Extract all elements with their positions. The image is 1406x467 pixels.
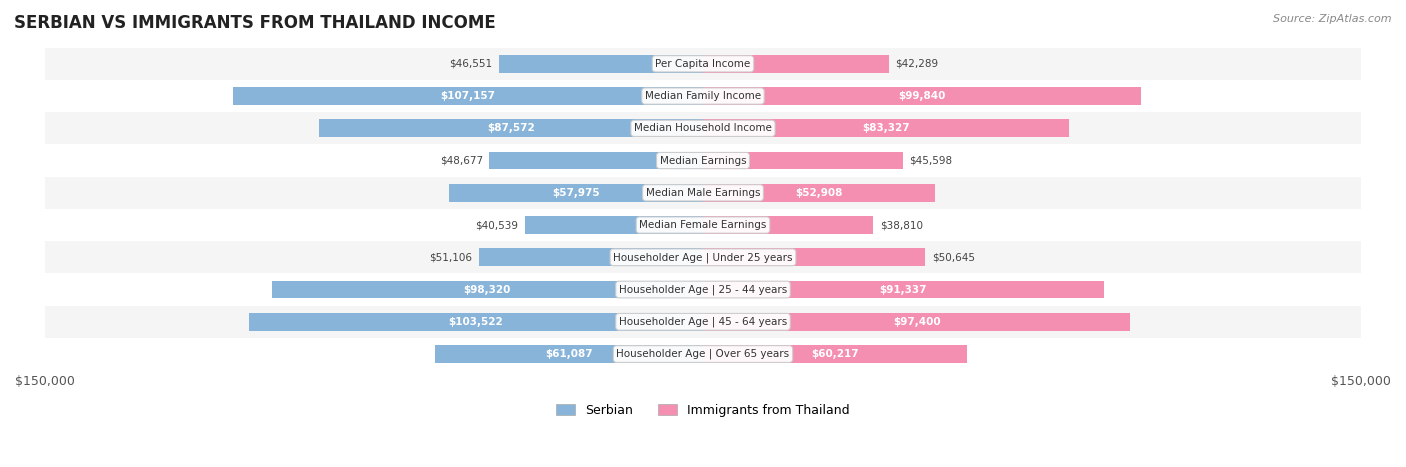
Bar xyxy=(45,274,1361,306)
Text: Median Earnings: Median Earnings xyxy=(659,156,747,166)
Text: $46,551: $46,551 xyxy=(449,59,492,69)
Text: $87,572: $87,572 xyxy=(486,123,534,133)
Text: Householder Age | Over 65 years: Householder Age | Over 65 years xyxy=(616,349,790,359)
Text: Median Female Earnings: Median Female Earnings xyxy=(640,220,766,230)
Text: $91,337: $91,337 xyxy=(880,284,927,295)
Text: Householder Age | Under 25 years: Householder Age | Under 25 years xyxy=(613,252,793,262)
Text: $50,645: $50,645 xyxy=(932,252,974,262)
Bar xyxy=(45,112,1361,144)
Text: $42,289: $42,289 xyxy=(896,59,938,69)
Text: Source: ZipAtlas.com: Source: ZipAtlas.com xyxy=(1274,14,1392,24)
Legend: Serbian, Immigrants from Thailand: Serbian, Immigrants from Thailand xyxy=(551,399,855,422)
Text: $60,217: $60,217 xyxy=(811,349,859,359)
Bar xyxy=(703,152,903,170)
Bar xyxy=(703,345,967,363)
Bar xyxy=(526,216,703,234)
Bar xyxy=(703,87,1142,105)
Text: $83,327: $83,327 xyxy=(862,123,910,133)
Bar xyxy=(449,184,703,202)
Bar xyxy=(45,338,1361,370)
Text: SERBIAN VS IMMIGRANTS FROM THAILAND INCOME: SERBIAN VS IMMIGRANTS FROM THAILAND INCO… xyxy=(14,14,496,32)
Text: $45,598: $45,598 xyxy=(910,156,953,166)
Text: Median Male Earnings: Median Male Earnings xyxy=(645,188,761,198)
Bar xyxy=(703,184,935,202)
Bar xyxy=(45,144,1361,177)
Text: $40,539: $40,539 xyxy=(475,220,519,230)
Bar xyxy=(703,248,925,266)
Bar xyxy=(271,281,703,298)
Bar xyxy=(45,80,1361,112)
Text: $98,320: $98,320 xyxy=(464,284,510,295)
Text: $48,677: $48,677 xyxy=(440,156,482,166)
Text: Per Capita Income: Per Capita Income xyxy=(655,59,751,69)
Text: $107,157: $107,157 xyxy=(440,91,495,101)
Bar xyxy=(45,209,1361,241)
Bar xyxy=(45,241,1361,274)
Bar xyxy=(479,248,703,266)
Text: Median Household Income: Median Household Income xyxy=(634,123,772,133)
Text: $57,975: $57,975 xyxy=(553,188,599,198)
Bar xyxy=(45,306,1361,338)
Text: $99,840: $99,840 xyxy=(898,91,946,101)
Text: $52,908: $52,908 xyxy=(796,188,842,198)
Bar xyxy=(703,281,1104,298)
Text: $97,400: $97,400 xyxy=(893,317,941,327)
Text: Median Family Income: Median Family Income xyxy=(645,91,761,101)
Bar xyxy=(45,177,1361,209)
Bar xyxy=(499,55,703,73)
Text: $38,810: $38,810 xyxy=(880,220,922,230)
Text: Householder Age | 25 - 44 years: Householder Age | 25 - 44 years xyxy=(619,284,787,295)
Bar xyxy=(489,152,703,170)
Bar xyxy=(233,87,703,105)
Text: $103,522: $103,522 xyxy=(449,317,503,327)
Bar xyxy=(703,120,1069,137)
Bar xyxy=(703,216,873,234)
Bar xyxy=(319,120,703,137)
Bar xyxy=(703,55,889,73)
Bar xyxy=(45,48,1361,80)
Text: Householder Age | 45 - 64 years: Householder Age | 45 - 64 years xyxy=(619,317,787,327)
Bar xyxy=(434,345,703,363)
Bar xyxy=(703,313,1130,331)
Text: $51,106: $51,106 xyxy=(429,252,472,262)
Bar xyxy=(249,313,703,331)
Text: $61,087: $61,087 xyxy=(546,349,593,359)
